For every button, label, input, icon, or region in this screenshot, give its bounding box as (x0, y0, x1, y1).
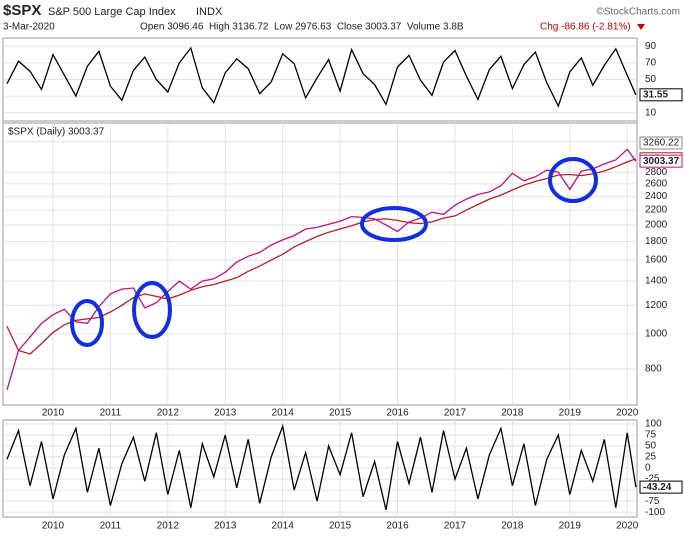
highlight-ellipse (548, 157, 598, 203)
exchange: INDX (196, 6, 223, 18)
x-tick-label: 2016 (386, 408, 409, 419)
source: ©StockCharts.com (596, 7, 680, 18)
highlight-ellipse (70, 299, 104, 347)
y-tick-label: 2400 (645, 191, 668, 202)
y-tick-label: 50 (645, 74, 657, 85)
last-value-label: 3003.37 (643, 156, 680, 167)
annotation-box (639, 136, 683, 150)
last-value-box (639, 154, 683, 168)
y-tick-label: 1600 (645, 255, 668, 266)
y-tick-label: 75 (645, 430, 657, 441)
x-tick-label: 2013 (214, 408, 237, 419)
highlight-ellipse (360, 206, 428, 242)
y-tick-label: 70 (645, 58, 657, 69)
last-value-box (639, 480, 683, 494)
y-tick-label: 1400 (645, 276, 668, 287)
x-tick-label: 2010 (42, 408, 65, 419)
y-tick-label: 10 (645, 107, 657, 118)
series-line (6, 148, 637, 391)
x-tick-label: 2012 (157, 408, 180, 419)
y-tick-label: -25 (645, 474, 660, 485)
y-tick-label: 2600 (645, 178, 668, 189)
x-tick-label: 2017 (444, 521, 467, 532)
x-tick-label: 2018 (501, 521, 524, 532)
last-value-box (639, 88, 683, 102)
x-tick-label: 2020 (616, 521, 639, 532)
x-tick-label: 2015 (329, 408, 352, 419)
y-tick-label: -100 (645, 507, 665, 518)
x-tick-label: 2011 (100, 408, 122, 419)
panel-title: $SPX (Daily) 3003.37 (8, 127, 105, 138)
y-tick-label: 1000 (645, 329, 668, 340)
x-tick-label: 2019 (559, 521, 582, 532)
annotation: 3260.22 (643, 138, 680, 149)
series-line (6, 423, 637, 511)
x-tick-label: 2012 (157, 521, 180, 532)
last-value-label: 31.55 (643, 89, 668, 100)
y-tick-label: -75 (645, 496, 660, 507)
x-tick-label: 2016 (386, 521, 409, 532)
y-tick-label: 800 (645, 364, 662, 375)
last-value-label: -43.24 (643, 482, 672, 493)
change: Chg -86.86 (-2.81%) (540, 22, 631, 33)
y-tick-label: 0 (645, 463, 651, 474)
x-tick-label: 2014 (272, 408, 295, 419)
x-tick-label: 2017 (444, 408, 467, 419)
y-tick-label: 25 (645, 452, 657, 463)
symbol: $SPX (3, 2, 41, 19)
x-tick-label: 2011 (100, 521, 122, 532)
x-tick-label: 2010 (42, 521, 65, 532)
y-tick-label: 50 (645, 441, 657, 452)
highlights (70, 157, 598, 347)
series-line (6, 158, 637, 355)
down-arrow (637, 24, 645, 30)
y-tick-label: 1800 (645, 236, 668, 247)
panel-frame (2, 122, 638, 406)
x-tick-label: 2020 (616, 408, 639, 419)
date: 3-Mar-2020 (3, 22, 55, 33)
y-tick-label: 1200 (645, 300, 668, 311)
y-tick-label: 2800 (645, 167, 668, 178)
series-line (6, 46, 637, 108)
quote: Open 3096.46 High 3136.72 Low 2976.63 Cl… (140, 22, 464, 33)
index-name: S&P 500 Large Cap Index (48, 6, 176, 18)
y-tick-label: 90 (645, 41, 657, 52)
highlight-ellipse (132, 281, 172, 339)
x-tick-label: 2018 (501, 408, 524, 419)
y-tick-label: 100 (645, 419, 662, 430)
x-tick-label: 2015 (329, 521, 352, 532)
y-tick-label: 2000 (645, 220, 668, 231)
x-tick-label: 2014 (272, 521, 295, 532)
x-tick-label: 2013 (214, 521, 237, 532)
x-tick-label: 2019 (559, 408, 582, 419)
y-tick-label: 2200 (645, 205, 668, 216)
